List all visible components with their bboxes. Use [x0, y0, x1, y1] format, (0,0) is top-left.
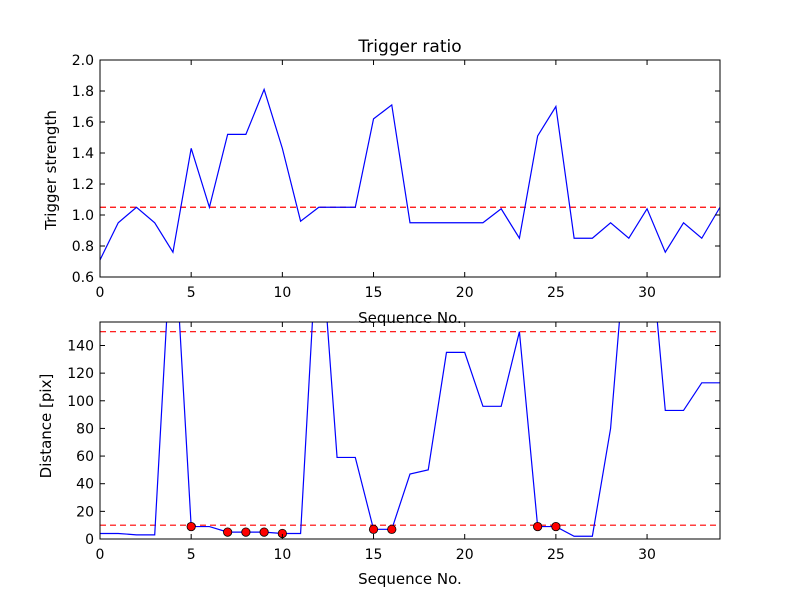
- x-tick-label: 0: [96, 547, 105, 563]
- data-point-marker: [259, 527, 269, 537]
- y-tick-label: 20: [76, 504, 94, 520]
- y-tick-label: 80: [76, 421, 94, 437]
- plot-area: [100, 322, 720, 539]
- x-tick-label: 30: [638, 285, 656, 301]
- data-point-marker: [186, 521, 196, 532]
- x-tick-label: 25: [547, 547, 565, 563]
- y-tick-label: 1.8: [72, 84, 94, 100]
- x-tick-label: 0: [96, 285, 105, 301]
- series-line: [100, 322, 720, 537]
- x-tick-label: 15: [365, 547, 383, 563]
- x-tick-label: 30: [638, 547, 656, 563]
- chart-title: Trigger ratio: [357, 37, 461, 57]
- y-axis-label: Trigger strength: [42, 110, 60, 231]
- y-axis-label: Distance [pix]: [37, 374, 55, 479]
- data-point-marker: [533, 521, 543, 532]
- plot-frame: [99, 59, 721, 278]
- x-tick-label: 20: [456, 547, 474, 563]
- x-tick-label: 20: [456, 285, 474, 301]
- x-tick-label: 25: [547, 285, 565, 301]
- y-tick-label: 140: [67, 338, 94, 354]
- y-tick-label: 2.0: [72, 53, 94, 69]
- y-tick-label: 1.4: [72, 146, 94, 162]
- y-tick-label: 120: [67, 366, 94, 382]
- distance-chart: Sequence No. Distance [pix] 0 5 10 15 20 25 30…: [37, 321, 721, 588]
- y-tick-label: 1.2: [72, 177, 94, 193]
- data-point-marker: [387, 524, 397, 534]
- y-tick-label: 40: [76, 477, 94, 493]
- y-tick-label: 60: [76, 449, 94, 465]
- trigger-ratio-chart: Trigger ratio Sequence No. Trigger stren…: [42, 37, 721, 327]
- y-tick-label: 1.6: [72, 115, 94, 131]
- data-point-marker: [368, 524, 379, 534]
- x-tick-label: 15: [365, 285, 383, 301]
- y-tick-label: 0.8: [72, 239, 94, 255]
- x-tick-label: 5: [187, 547, 196, 563]
- series-line: [100, 87, 720, 261]
- y-tick-label: 0.6: [72, 270, 94, 286]
- plot-area: [100, 87, 720, 261]
- data-point-marker: [241, 527, 251, 537]
- plot-frame: [99, 321, 721, 540]
- x-tick-label: 10: [273, 285, 291, 301]
- y-tick-label: 0: [85, 532, 94, 548]
- x-tick-label: 10: [273, 547, 291, 563]
- data-point-marker: [551, 521, 561, 532]
- y-tick-label: 1.0: [72, 208, 94, 224]
- x-tick-label: 5: [187, 285, 196, 301]
- data-point-marker: [223, 527, 233, 537]
- x-axis-label: Sequence No.: [358, 570, 462, 588]
- y-tick-label: 100: [67, 394, 94, 410]
